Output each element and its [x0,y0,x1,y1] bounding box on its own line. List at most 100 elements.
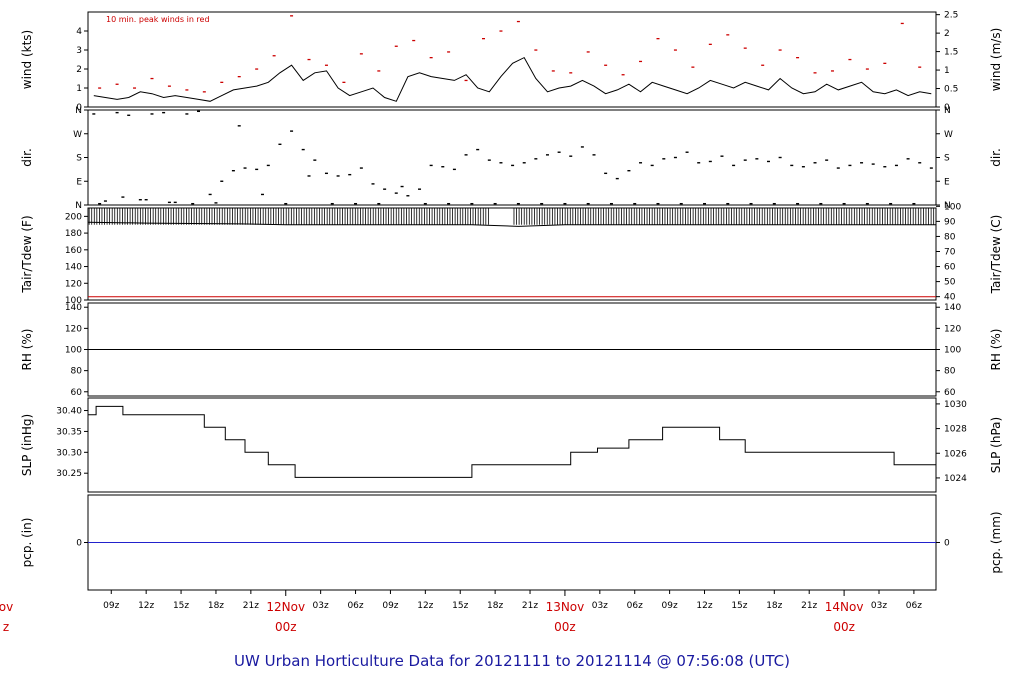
right-axis-title: RH (%) [989,329,1003,371]
peak-wind-point [167,85,171,87]
direction-point [144,199,148,201]
right-tick-label: 100 [944,202,961,212]
direction-point [470,202,474,205]
direction-point [98,202,102,205]
left-tick-label: N [75,106,82,116]
right-tick-label: S [944,154,950,164]
direction-point [493,202,497,205]
panel-frame [87,11,937,108]
peak-wind-point [185,89,189,91]
direction-point [447,202,451,205]
direction-point [918,162,922,164]
left-axis-title: dir. [20,148,34,167]
left-tick-label: 2 [76,65,82,75]
direction-point [563,202,567,205]
series-line-wind [93,56,932,102]
figure-title: UW Urban Horticulture Data for 20121111 … [234,652,790,670]
right-tick-label: 60 [944,388,956,398]
peak-wind-point [673,49,677,51]
day-tick-sublabel: 00z [833,620,855,634]
panel-temperature: 100 120 140 160 180 200 40 50 60 70 80 90 100 Tair/Td… [20,202,1003,306]
right-tick-label: 1028 [944,425,967,435]
direction-point [743,159,747,161]
right-tick-label: 120 [944,324,961,334]
direction-point [534,158,538,160]
peak-wind-point [848,58,852,61]
direction-point [720,155,724,157]
left-axis-title: pcp. (in) [20,518,34,568]
direction-point [842,202,846,205]
direction-point [487,159,491,161]
peak-wind-point [639,60,643,63]
peak-wind-point [743,47,747,49]
direction-point [499,162,503,164]
right-axis-title: SLP (hPa) [989,417,1003,473]
direction-point [208,193,212,196]
peak-wind-point [778,49,782,51]
direction-point [569,155,573,157]
left-tick-label: 140 [65,263,82,273]
direction-point [906,158,910,160]
peak-wind-point [656,38,660,40]
direction-point [796,202,800,205]
hour-tick-label: 03z [592,601,608,611]
right-tick-label: E [944,177,950,187]
left-tick-label: 0 [76,539,82,549]
data-layer [92,110,933,205]
direction-point [813,162,817,164]
direction-point [679,202,683,205]
direction-point [452,168,456,171]
hour-tick-label: 12z [696,601,712,611]
direction-point [214,202,218,204]
direction-point [260,193,264,196]
right-tick-label: 70 [944,247,956,257]
peak-wind-point [918,66,922,68]
hour-tick-label: 06z [627,601,643,611]
hour-tick-label: 06z [347,601,363,611]
direction-point [639,162,643,164]
right-tick-label: N [944,106,951,116]
direction-point [883,166,887,168]
direction-point [354,202,358,205]
left-tick-label: 3 [76,46,82,56]
direction-point [121,196,125,198]
peak-wind-point [377,70,381,72]
peak-wind-point [604,64,608,66]
peak-wind-point [220,81,224,83]
peak-wind-point [726,34,730,36]
direction-point [383,188,387,190]
peak-wind-point [202,91,206,93]
right-axis-title: wind (m/s) [989,28,1003,92]
right-tick-label: 100 [944,346,961,356]
peak-wind-point [569,72,573,74]
left-axis-title: RH (%) [20,329,34,371]
direction-point [220,180,224,182]
time-axis: 09z 12z 15z 18z 21z 03z 06z 09z 12z 15z 18z 21z 03z 0… [0,590,922,634]
direction-point [348,173,352,176]
day-tick-label: 14Nov [825,600,864,614]
series-line-tair [88,221,936,227]
direction-point [255,168,259,171]
hour-tick-label: 21z [243,601,259,611]
right-tick-label: 2.5 [944,11,958,21]
left-tick-label: N [75,201,82,211]
day-tick-label: ov [0,600,13,614]
direction-point [115,111,119,114]
direction-point [685,151,689,153]
panel-frame [87,207,937,301]
left-tick-label: 120 [65,324,82,334]
direction-point [103,200,107,202]
peak-wind-point [516,20,520,23]
hour-tick-label: 21z [522,601,538,611]
direction-point [464,154,468,156]
direction-point [423,202,427,205]
peak-wind-point [482,38,486,40]
right-tick-label: N [944,201,951,211]
direction-point [825,159,829,161]
hour-tick-label: 15z [452,601,468,611]
panel-wind: 0 1 2 3 4 0 0.5 1 1.5 2 2.5 wind (kts) wind (m/s) 10 … [20,11,1003,113]
right-axis-title: Tair/Tdew (C) [989,215,1003,295]
data-layer [88,208,936,298]
panel-precip: 0 0 pcp. (in) pcp. (mm) [20,494,1003,591]
